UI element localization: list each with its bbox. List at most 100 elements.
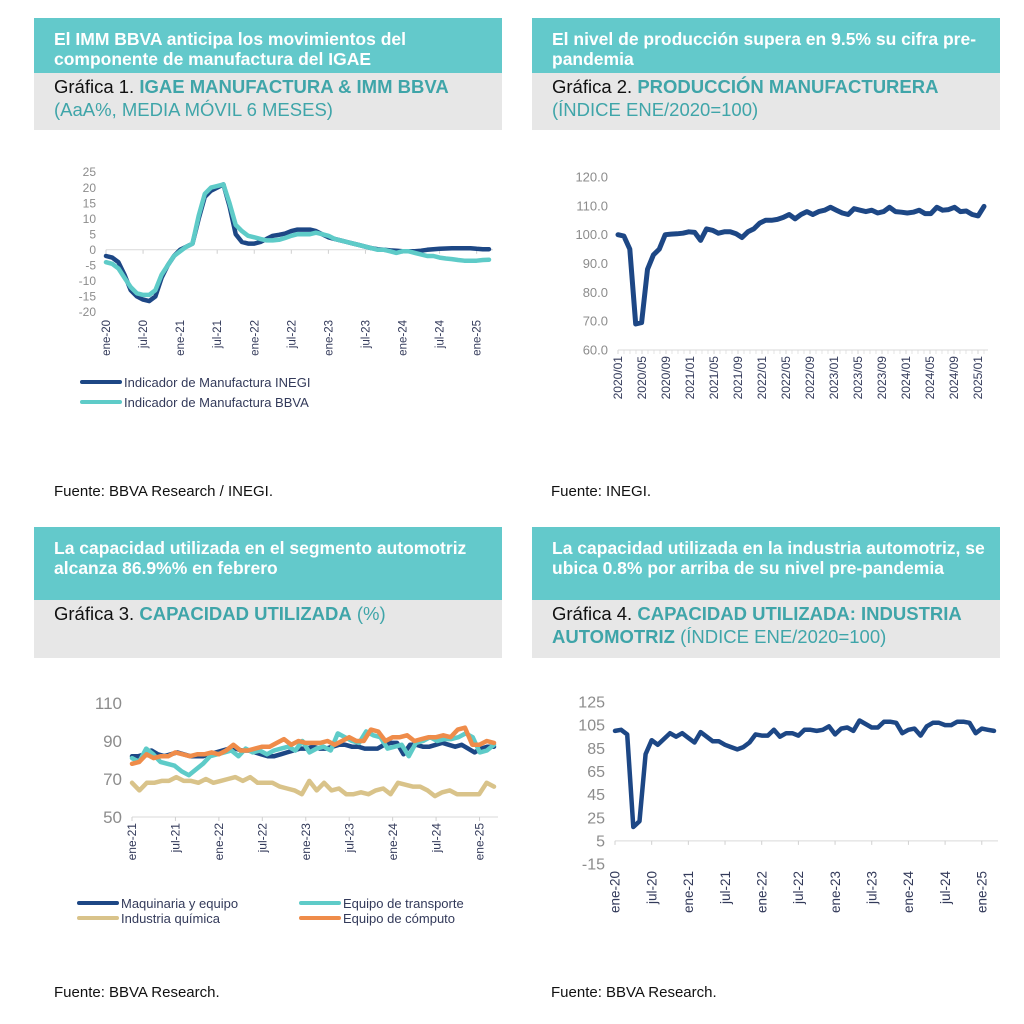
chart-1-legend: Indicador de Manufactura INEGI Indicador… <box>80 372 310 412</box>
series-line-equipo-de-c-mputo <box>129 725 497 767</box>
x-tick-label: ene-21 <box>175 320 187 356</box>
y-tick-label: -10 <box>79 274 97 288</box>
x-tick-label: ene-24 <box>901 871 916 914</box>
x-tick-label: ene-21 <box>125 823 139 861</box>
x-tick-label: 2021/05 <box>707 356 721 400</box>
chart-number: Gráfica 2. <box>552 76 633 97</box>
x-tick-label: jul-21 <box>718 871 733 905</box>
chart-title: PRODUCCIÓN MANUFACTURERA <box>637 76 939 97</box>
legend-item: Equipo de cómputo <box>299 908 455 928</box>
x-tick-label: 2023/01 <box>827 356 841 400</box>
source-note: Fuente: BBVA Research. <box>551 984 717 1001</box>
legend-label: Indicador de Manufactura BBVA <box>124 394 309 410</box>
y-tick-label: 80.0 <box>583 285 608 300</box>
chart-subtitle: (ÍNDICE ENE/2020=100) <box>680 626 887 647</box>
x-tick-label: 2023/05 <box>851 356 865 400</box>
x-tick-label: jul-22 <box>286 320 298 349</box>
x-tick-label: jul-24 <box>938 871 953 906</box>
y-tick-label: 110 <box>95 694 122 713</box>
panel-headline: La capacidad utilizada en la industria a… <box>532 527 1000 600</box>
chart-title: CAPACIDAD UTILIZADA <box>139 603 352 624</box>
chart-title: CAPACIDAD UTILIZADA: INDUSTRIA AUTOMOTRI… <box>552 603 962 647</box>
chart-title: IGAE MANUFACTURA & IMM BBVA <box>139 76 449 97</box>
y-tick-label: -20 <box>79 305 97 319</box>
y-tick-label: 5 <box>596 833 605 850</box>
x-tick-label: ene-25 <box>473 823 487 861</box>
x-tick-label: ene-23 <box>299 823 313 861</box>
chart-title-block: Gráfica 4. CAPACIDAD UTILIZADA: INDUSTRI… <box>532 600 1000 658</box>
y-tick-label: 90 <box>103 732 122 751</box>
x-tick-label: 2020/05 <box>635 356 649 400</box>
chart-title-block: Gráfica 3. CAPACIDAD UTILIZADA (%) <box>34 600 502 658</box>
x-tick-label: 2024/05 <box>923 356 937 400</box>
series-line-industria-qu-mica <box>129 774 497 799</box>
x-tick-label: ene-23 <box>828 871 843 913</box>
x-tick-label: jul-20 <box>644 871 659 905</box>
series-line-indicador-de-manufactura-inegi <box>103 182 492 304</box>
panel-headline: La capacidad utilizada en el segmento au… <box>34 527 502 600</box>
legend-item: Equipo de transporte <box>299 893 464 913</box>
x-tick-label: ene-22 <box>212 823 226 861</box>
panel-headline: El IMM BBVA anticipa los movimientos del… <box>34 18 502 73</box>
y-tick-label: 5 <box>89 227 96 241</box>
y-tick-label: 100.0 <box>575 227 608 242</box>
y-tick-label: 45 <box>587 787 605 804</box>
x-tick-label: 2022/05 <box>779 356 793 400</box>
x-tick-label: 2025/01 <box>971 356 985 400</box>
x-tick-label: ene-22 <box>249 320 261 356</box>
legend-item: Maquinaria y equipo <box>77 893 299 913</box>
y-tick-label: 70.0 <box>583 314 608 329</box>
legend-label: Maquinaria y equipo <box>121 895 239 911</box>
y-tick-label: 90.0 <box>583 256 608 271</box>
x-tick-label: ene-23 <box>323 320 335 356</box>
x-tick-label: ene-20 <box>101 320 113 356</box>
panel-headline: El nivel de producción supera en 9.5% su… <box>532 18 1000 73</box>
legend-item: Indicador de Manufactura BBVA <box>80 392 310 412</box>
chart-subtitle: (AaA%, MEDIA MÓVIL 6 MESES) <box>54 99 333 120</box>
y-tick-label: 20 <box>83 181 97 195</box>
y-tick-label: -15 <box>79 290 97 304</box>
panel-grafica-4: La capacidad utilizada en la industria a… <box>532 527 1000 658</box>
chart-subtitle: (%) <box>356 603 386 624</box>
y-tick-label: 25 <box>83 165 97 179</box>
source-note: Fuente: BBVA Research / INEGI. <box>54 483 273 500</box>
series-line-indicador-de-manufactura-bbva <box>103 182 492 298</box>
y-tick-label: 60.0 <box>583 343 608 358</box>
panel-grafica-3: La capacidad utilizada en el segmento au… <box>34 527 502 658</box>
legend-item: Industria química <box>77 908 299 928</box>
x-tick-label: 2021/09 <box>731 356 745 400</box>
y-tick-label: 10 <box>83 212 97 226</box>
chart-number: Gráfica 3. <box>54 603 135 624</box>
chart-number: Gráfica 1. <box>54 76 135 97</box>
x-tick-label: jul-23 <box>864 871 879 905</box>
y-tick-label: 15 <box>83 196 97 210</box>
x-tick-label: ene-21 <box>681 871 696 913</box>
y-tick-label: 25 <box>587 810 605 827</box>
legend-swatch <box>80 380 122 384</box>
y-tick-label: 65 <box>587 764 605 781</box>
y-tick-label: 85 <box>587 741 605 758</box>
series-line-producci-n-manufacturera <box>615 203 987 327</box>
x-tick-label: jul-21 <box>169 823 183 854</box>
chart-title-block: Gráfica 1. IGAE MANUFACTURA & IMM BBVA (… <box>34 73 502 130</box>
x-tick-label: jul-20 <box>138 320 150 349</box>
chart-title-block: Gráfica 2. PRODUCCIÓN MANUFACTURERA (ÍND… <box>532 73 1000 130</box>
legend-swatch <box>299 916 341 920</box>
chart-subtitle: (ÍNDICE ENE/2020=100) <box>552 99 759 120</box>
y-tick-label: 110.0 <box>576 198 608 213</box>
y-tick-label: 105 <box>578 718 605 735</box>
x-tick-label: 2023/09 <box>875 356 889 400</box>
x-tick-label: jul-21 <box>212 320 224 349</box>
source-note: Fuente: INEGI. <box>551 483 652 500</box>
x-tick-label: jul-22 <box>791 871 806 905</box>
x-tick-label: jul-23 <box>360 320 372 349</box>
panel-grafica-1: El IMM BBVA anticipa los movimientos del… <box>34 18 502 130</box>
x-tick-label: jul-22 <box>256 823 270 854</box>
x-tick-label: 2024/01 <box>899 356 913 400</box>
y-tick-label: 125 <box>578 695 605 712</box>
series-line-industria-automotriz <box>612 718 997 830</box>
y-tick-label: -5 <box>85 259 96 273</box>
